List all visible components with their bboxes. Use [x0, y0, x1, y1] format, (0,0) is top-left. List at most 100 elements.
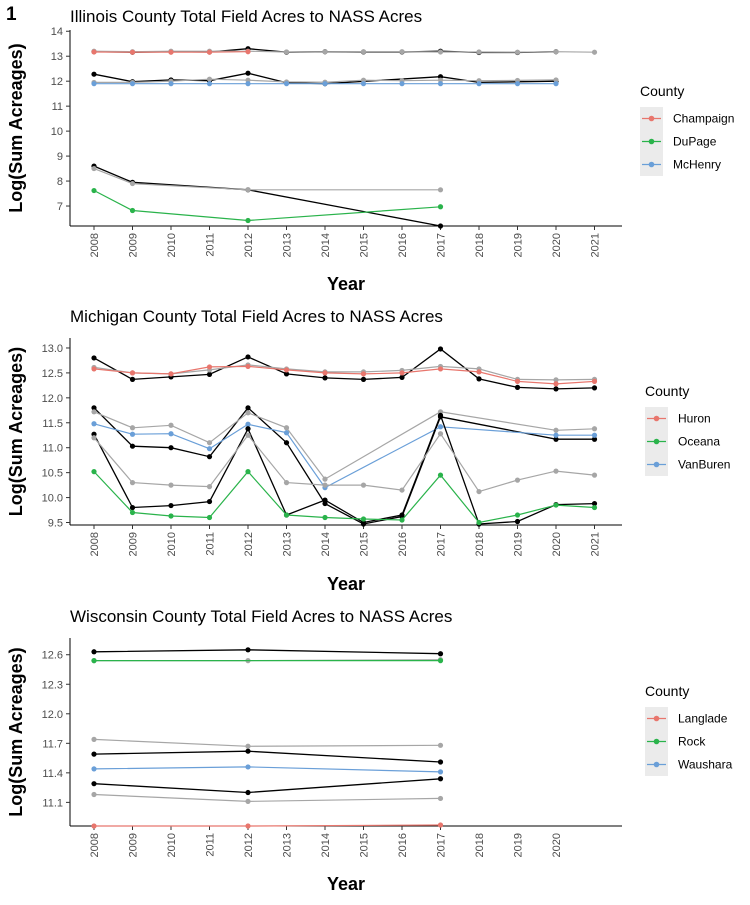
data-point: [437, 366, 444, 372]
data-point: [399, 512, 405, 518]
data-point: [591, 500, 598, 507]
legend-key-point: [653, 715, 660, 722]
chart-2: Wisconsin County Total Field Acres to NA…: [6, 607, 733, 894]
legend: County Champaign DuPage McHenry: [640, 83, 734, 176]
data-point: [283, 49, 290, 55]
legend-key-point: [648, 161, 655, 168]
data-point: [591, 472, 598, 478]
y-tick-label: 12.6: [42, 650, 63, 662]
x-tick-label: 2009: [128, 233, 140, 257]
y-tick-label: 14: [51, 26, 63, 38]
data-point: [206, 446, 213, 452]
data-point: [322, 49, 328, 55]
series-line: [93, 168, 441, 191]
data-point: [322, 482, 328, 488]
legend-item-label: Rock: [678, 735, 706, 749]
series-line: [93, 738, 441, 747]
x-tick-label: 2020: [551, 532, 563, 556]
data-point: [437, 472, 444, 478]
series-line: [93, 189, 441, 222]
data-point: [476, 49, 482, 55]
data-point: [283, 440, 290, 446]
data-point: [245, 764, 251, 770]
legend-item-label: VanBuren: [678, 458, 730, 472]
data-point: [437, 431, 444, 437]
data-point: [437, 658, 444, 664]
data-point: [437, 822, 444, 828]
data-point: [91, 658, 97, 664]
x-tick-label: 2014: [320, 233, 332, 257]
data-point: [129, 376, 136, 382]
data-point: [591, 426, 598, 432]
data-point: [553, 77, 559, 83]
data-point: [360, 376, 367, 382]
y-tick-label: 12.0: [42, 709, 63, 721]
data-point: [283, 425, 290, 431]
chart-title: Wisconsin County Total Field Acres to NA…: [70, 607, 452, 626]
data-point: [245, 426, 251, 432]
series-line: [93, 413, 595, 525]
data-point: [283, 430, 290, 436]
data-point: [476, 488, 482, 495]
x-axis-label: Year: [327, 874, 365, 894]
data-point: [206, 514, 213, 521]
y-tick-label: 12.5: [42, 368, 63, 380]
data-point: [437, 742, 444, 748]
x-tick-label: 2008: [89, 532, 101, 556]
data-point: [437, 795, 444, 802]
data-point: [399, 81, 405, 87]
data-point: [245, 354, 251, 360]
x-tick-label: 2017: [436, 233, 448, 257]
series-line: [93, 766, 441, 773]
series-line: [93, 750, 441, 763]
series-line: [93, 423, 595, 489]
data-point: [129, 207, 136, 214]
data-point: [514, 384, 521, 390]
legend: County Huron Oceana VanBuren: [645, 383, 730, 476]
series-line: [93, 406, 595, 525]
x-tick-label: 2013: [282, 233, 294, 257]
series-line: [93, 649, 441, 655]
data-point: [322, 370, 328, 376]
data-point: [206, 454, 213, 460]
data-point: [591, 432, 598, 438]
data-point: [91, 766, 97, 772]
y-tick-label: 10.5: [42, 468, 63, 480]
series-line: [93, 432, 595, 493]
data-point: [129, 81, 136, 87]
y-tick-label: 10.0: [42, 493, 63, 505]
data-point: [206, 371, 213, 378]
data-point: [591, 49, 598, 55]
x-tick-label: 2011: [205, 833, 217, 857]
data-point: [591, 504, 598, 511]
x-axis-label: Year: [327, 274, 365, 294]
series-group: [91, 346, 598, 527]
x-tick-label: 2016: [397, 833, 409, 857]
data-point: [91, 409, 97, 415]
y-axis-label: Log(Sum Acreages): [6, 347, 26, 516]
data-point: [476, 519, 482, 526]
y-tick-label: 9.5: [48, 518, 63, 530]
data-point: [129, 425, 136, 431]
legend-key-point: [648, 115, 655, 122]
data-point: [206, 76, 213, 82]
data-point: [591, 385, 598, 391]
data-point: [245, 410, 251, 416]
data-point: [206, 364, 213, 370]
data-point: [360, 371, 367, 377]
data-point: [129, 431, 136, 437]
legend-item-label: McHenry: [673, 158, 721, 172]
data-point: [437, 187, 444, 193]
x-tick-label: 2017: [436, 833, 448, 857]
y-tick-label: 13.0: [42, 343, 63, 355]
x-tick-label: 2011: [205, 532, 217, 556]
series-group: [91, 46, 598, 229]
data-point: [245, 748, 251, 754]
data-point: [553, 436, 559, 442]
legend-title: County: [645, 383, 689, 399]
data-point: [245, 823, 251, 829]
data-point: [129, 480, 136, 486]
data-point: [553, 502, 559, 508]
y-tick-label: 11.0: [42, 443, 63, 455]
data-point: [283, 371, 290, 377]
